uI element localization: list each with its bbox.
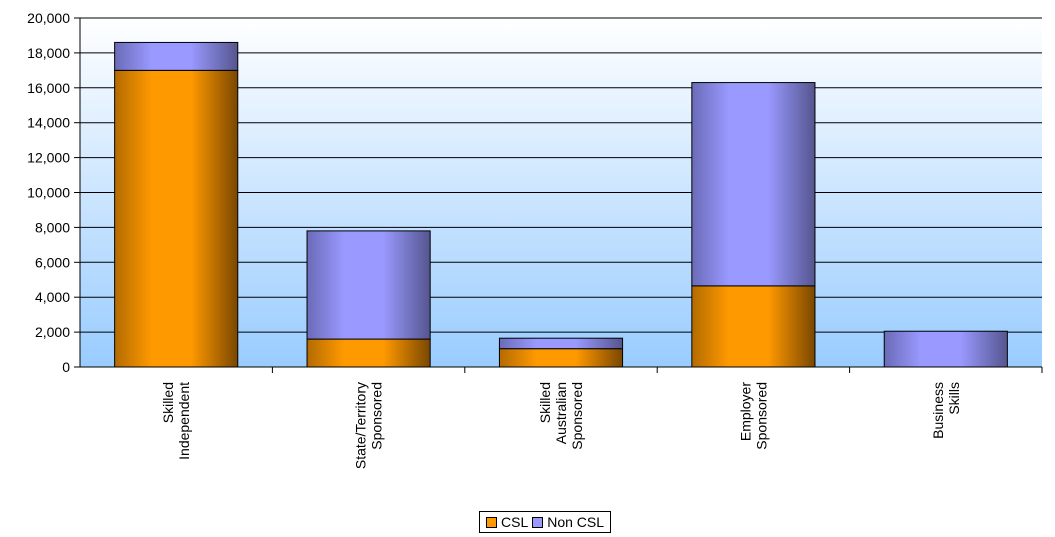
bars (114, 41, 1008, 368)
bar-csl (691, 285, 816, 368)
y-tick-label: 0 (62, 359, 70, 375)
legend-swatch-csl (486, 516, 497, 528)
x-category-label: SkilledIndependent (160, 382, 192, 460)
y-tick-label: 14,000 (27, 115, 70, 131)
bar-csl (114, 69, 239, 368)
bar-csl (306, 338, 431, 368)
x-category-label: BusinessSkills (930, 382, 962, 439)
bar-csl (498, 348, 624, 368)
legend-label-csl: CSL (501, 514, 529, 530)
legend-item-csl: CSL (486, 514, 528, 530)
y-tick-label: 20,000 (27, 10, 70, 26)
y-tick-label: 16,000 (27, 80, 70, 96)
axes (74, 17, 1043, 373)
gridlines (80, 17, 1042, 333)
bar-non-csl (114, 41, 239, 71)
y-tick-label: 4,000 (35, 289, 70, 305)
legend-item-non-csl: Non CSL (532, 514, 604, 530)
y-tick-label: 8,000 (35, 219, 70, 235)
x-category-label: State/TerritorySponsored (353, 382, 385, 469)
y-tick-labels: 0 2,000 4,000 6,000 8,000 10,000 12,000 14,000 1… (27, 10, 70, 375)
x-category-label: EmployerSponsored (737, 382, 769, 450)
bar-non-csl (691, 82, 816, 287)
legend-label-non-csl: Non CSL (547, 514, 605, 530)
y-tick-label: 2,000 (35, 324, 70, 340)
y-tick-label: 12,000 (27, 150, 70, 166)
bar-non-csl (883, 330, 1008, 368)
legend-swatch-non-csl (532, 516, 544, 528)
y-tick-label: 6,000 (35, 254, 70, 270)
x-category-labels: SkilledIndependent State/TerritorySponsor… (160, 382, 962, 469)
x-category-label: SkilledAustralianSponsored (537, 382, 585, 450)
y-tick-label: 18,000 (27, 45, 70, 61)
y-tick-label: 10,000 (27, 185, 70, 201)
bar-non-csl (498, 337, 624, 350)
legend: CSL Non CSL (479, 511, 612, 533)
bar-non-csl (306, 230, 431, 340)
